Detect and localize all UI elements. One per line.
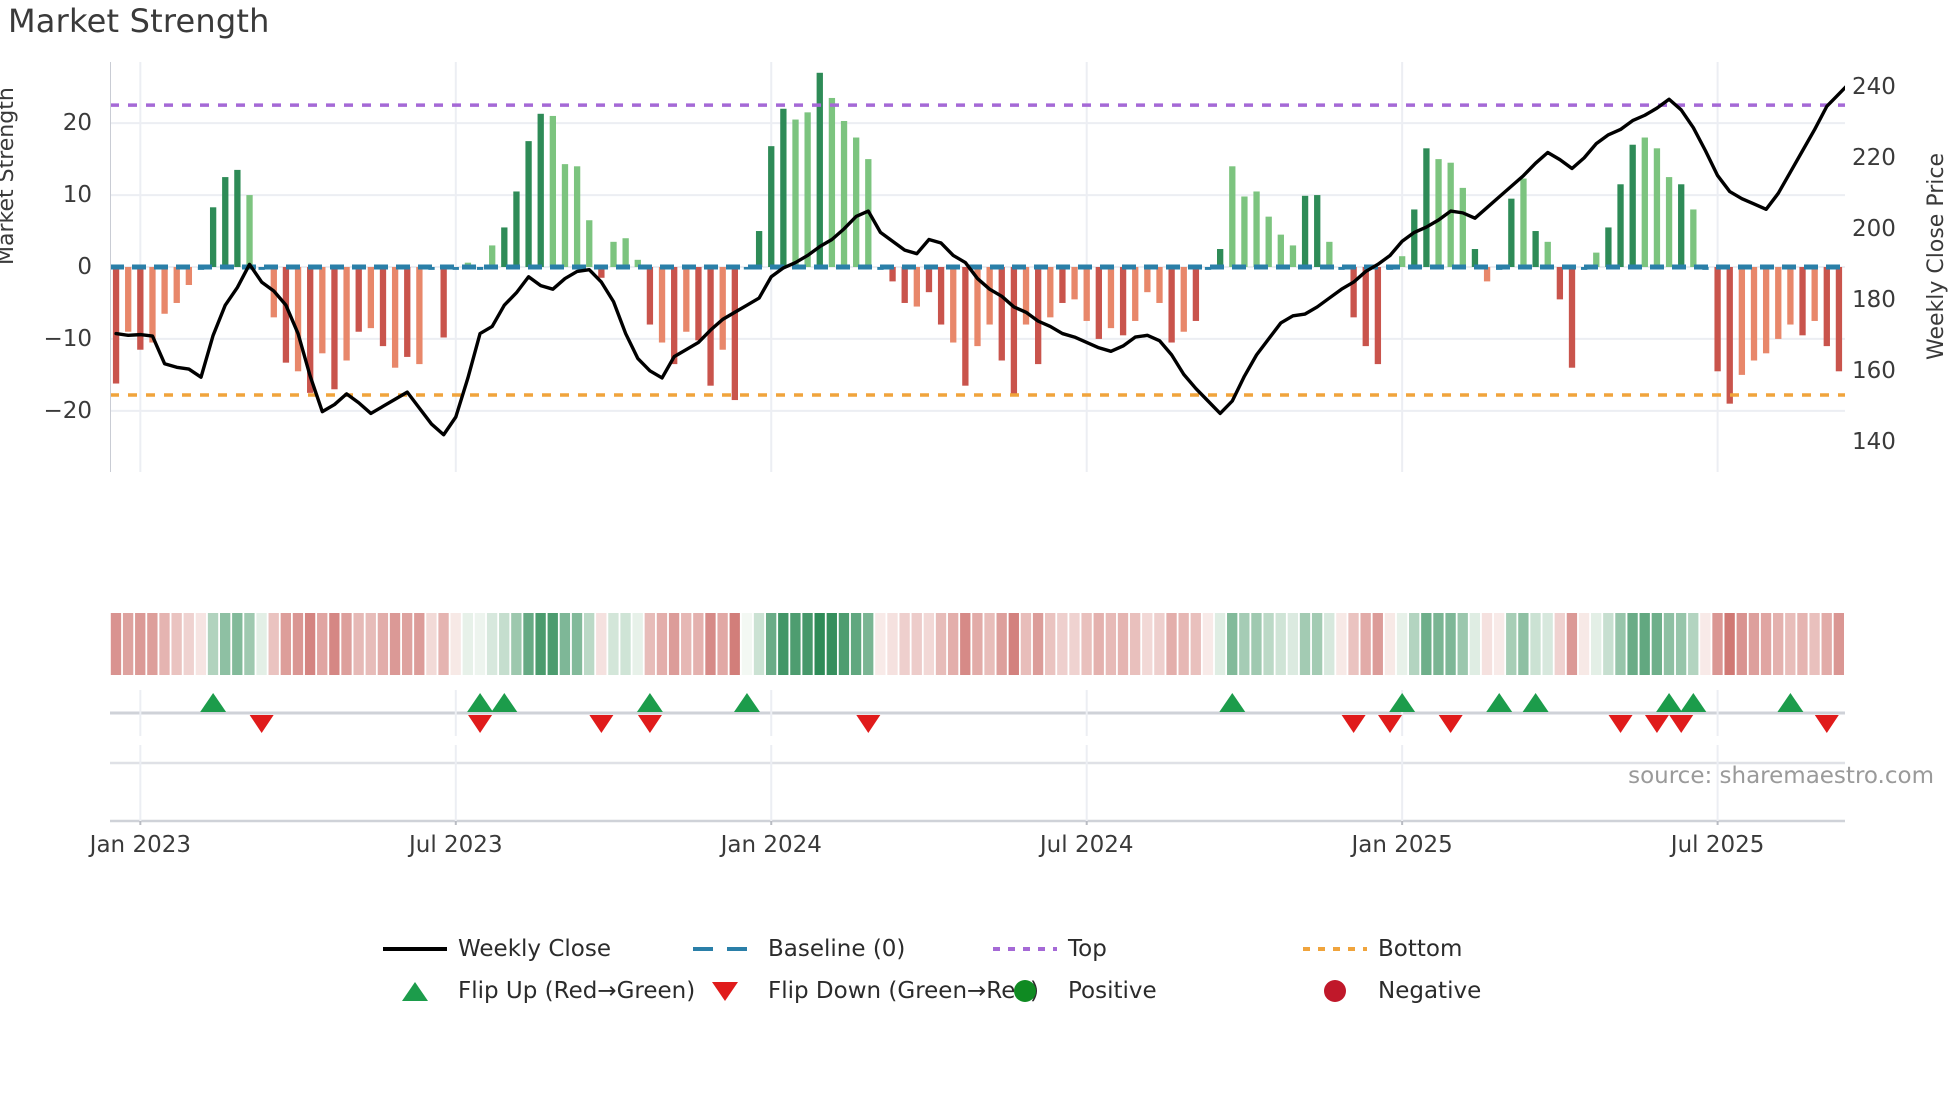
legend-label: Top bbox=[1068, 936, 1107, 962]
x-tick-label: Jul 2023 bbox=[408, 832, 503, 858]
left-tick-label: −20 bbox=[43, 397, 92, 424]
x-tick-label: Jan 2023 bbox=[89, 832, 191, 858]
legend-label: Weekly Close bbox=[458, 936, 611, 962]
left-tick-label: 10 bbox=[62, 182, 92, 209]
x-tick-label: Jul 2024 bbox=[1039, 832, 1134, 858]
legend-item-flip-down[interactable]: Flip Down (Green→Red) bbox=[682, 978, 1039, 1004]
dotted-line-icon bbox=[982, 942, 1068, 956]
legend-label: Bottom bbox=[1378, 936, 1463, 962]
legend-item-flip-up[interactable]: Flip Up (Red→Green) bbox=[372, 978, 695, 1004]
main-chart-plot bbox=[110, 62, 1845, 472]
legend-label: Positive bbox=[1068, 978, 1157, 1004]
solid-line-icon bbox=[372, 942, 458, 956]
flip-marker-row bbox=[110, 690, 1845, 736]
left-axis-ticks: 20 10 0 −10 −20 bbox=[22, 62, 92, 472]
legend-item-positive[interactable]: Positive bbox=[982, 978, 1292, 1004]
left-axis-label: Market Strength bbox=[0, 87, 19, 265]
source-attribution: source: sharemaestro.com bbox=[1628, 763, 1934, 789]
right-tick-label: 140 bbox=[1852, 428, 1896, 455]
right-tick-label: 220 bbox=[1852, 144, 1896, 171]
strength-heat-strip bbox=[110, 613, 1845, 675]
lower-grid-svg bbox=[110, 745, 1845, 825]
legend-label: Baseline (0) bbox=[768, 936, 906, 962]
legend-item-bottom[interactable]: Bottom bbox=[1292, 936, 1462, 962]
page-title: Market Strength bbox=[8, 2, 270, 40]
right-axis-ticks: 240 220 200 180 160 140 bbox=[1852, 62, 1932, 472]
legend-row-2: Flip Up (Red→Green) Flip Down (Green→Red… bbox=[372, 970, 1612, 1012]
triangle-up-icon bbox=[372, 979, 458, 1003]
legend-label: Flip Up (Red→Green) bbox=[458, 978, 696, 1004]
legend-label: Flip Down (Green→Red) bbox=[768, 978, 1039, 1004]
legend-label: Negative bbox=[1378, 978, 1482, 1004]
right-tick-label: 180 bbox=[1852, 286, 1896, 313]
circle-icon-positive bbox=[982, 978, 1068, 1004]
chart-legend: Weekly Close Baseline (0) Top Bottom bbox=[372, 928, 1612, 1012]
x-tick-label: Jan 2024 bbox=[720, 832, 822, 858]
legend-item-top[interactable]: Top bbox=[982, 936, 1292, 962]
dotted-line-icon bbox=[1292, 942, 1378, 956]
x-axis-ticks: Jan 2023 Jul 2023 Jan 2024 Jul 2024 Jan 2025… bbox=[90, 832, 1845, 872]
lower-grid-panel bbox=[110, 745, 1845, 825]
right-tick-label: 200 bbox=[1852, 215, 1896, 242]
legend-item-negative[interactable]: Negative bbox=[1292, 978, 1481, 1004]
left-tick-label: −10 bbox=[43, 325, 92, 352]
left-tick-label: 0 bbox=[77, 254, 92, 280]
circle-icon-negative bbox=[1292, 978, 1378, 1004]
main-chart-svg bbox=[110, 62, 1845, 472]
legend-item-weekly-close[interactable]: Weekly Close bbox=[372, 936, 682, 962]
heat-strip-svg bbox=[110, 613, 1844, 675]
flip-marker-svg bbox=[110, 690, 1845, 736]
legend-row-1: Weekly Close Baseline (0) Top Bottom bbox=[372, 928, 1612, 970]
left-tick-label: 20 bbox=[62, 110, 92, 137]
dashed-line-icon bbox=[682, 942, 768, 956]
right-tick-label: 160 bbox=[1852, 357, 1896, 384]
right-tick-label: 240 bbox=[1852, 73, 1896, 100]
triangle-down-icon bbox=[682, 979, 768, 1003]
x-tick-label: Jul 2025 bbox=[1670, 832, 1765, 858]
legend-item-baseline[interactable]: Baseline (0) bbox=[682, 936, 982, 962]
x-tick-label: Jan 2025 bbox=[1351, 832, 1453, 858]
